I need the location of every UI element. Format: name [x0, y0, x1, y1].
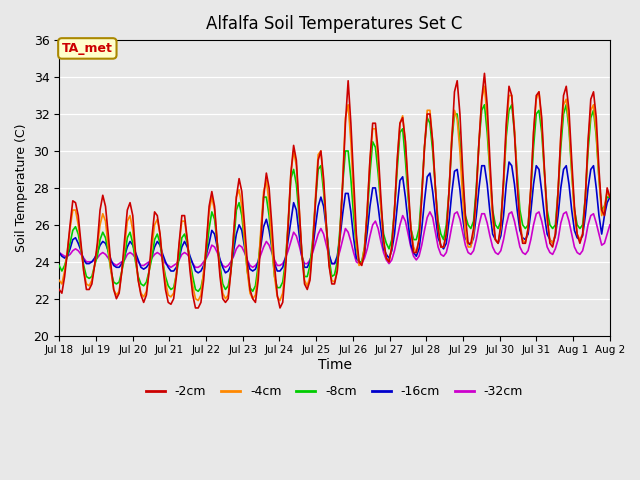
Text: TA_met: TA_met [62, 42, 113, 55]
Y-axis label: Soil Temperature (C): Soil Temperature (C) [15, 124, 28, 252]
X-axis label: Time: Time [317, 358, 351, 372]
Title: Alfalfa Soil Temperatures Set C: Alfalfa Soil Temperatures Set C [206, 15, 463, 33]
Legend: -2cm, -4cm, -8cm, -16cm, -32cm: -2cm, -4cm, -8cm, -16cm, -32cm [141, 380, 528, 403]
